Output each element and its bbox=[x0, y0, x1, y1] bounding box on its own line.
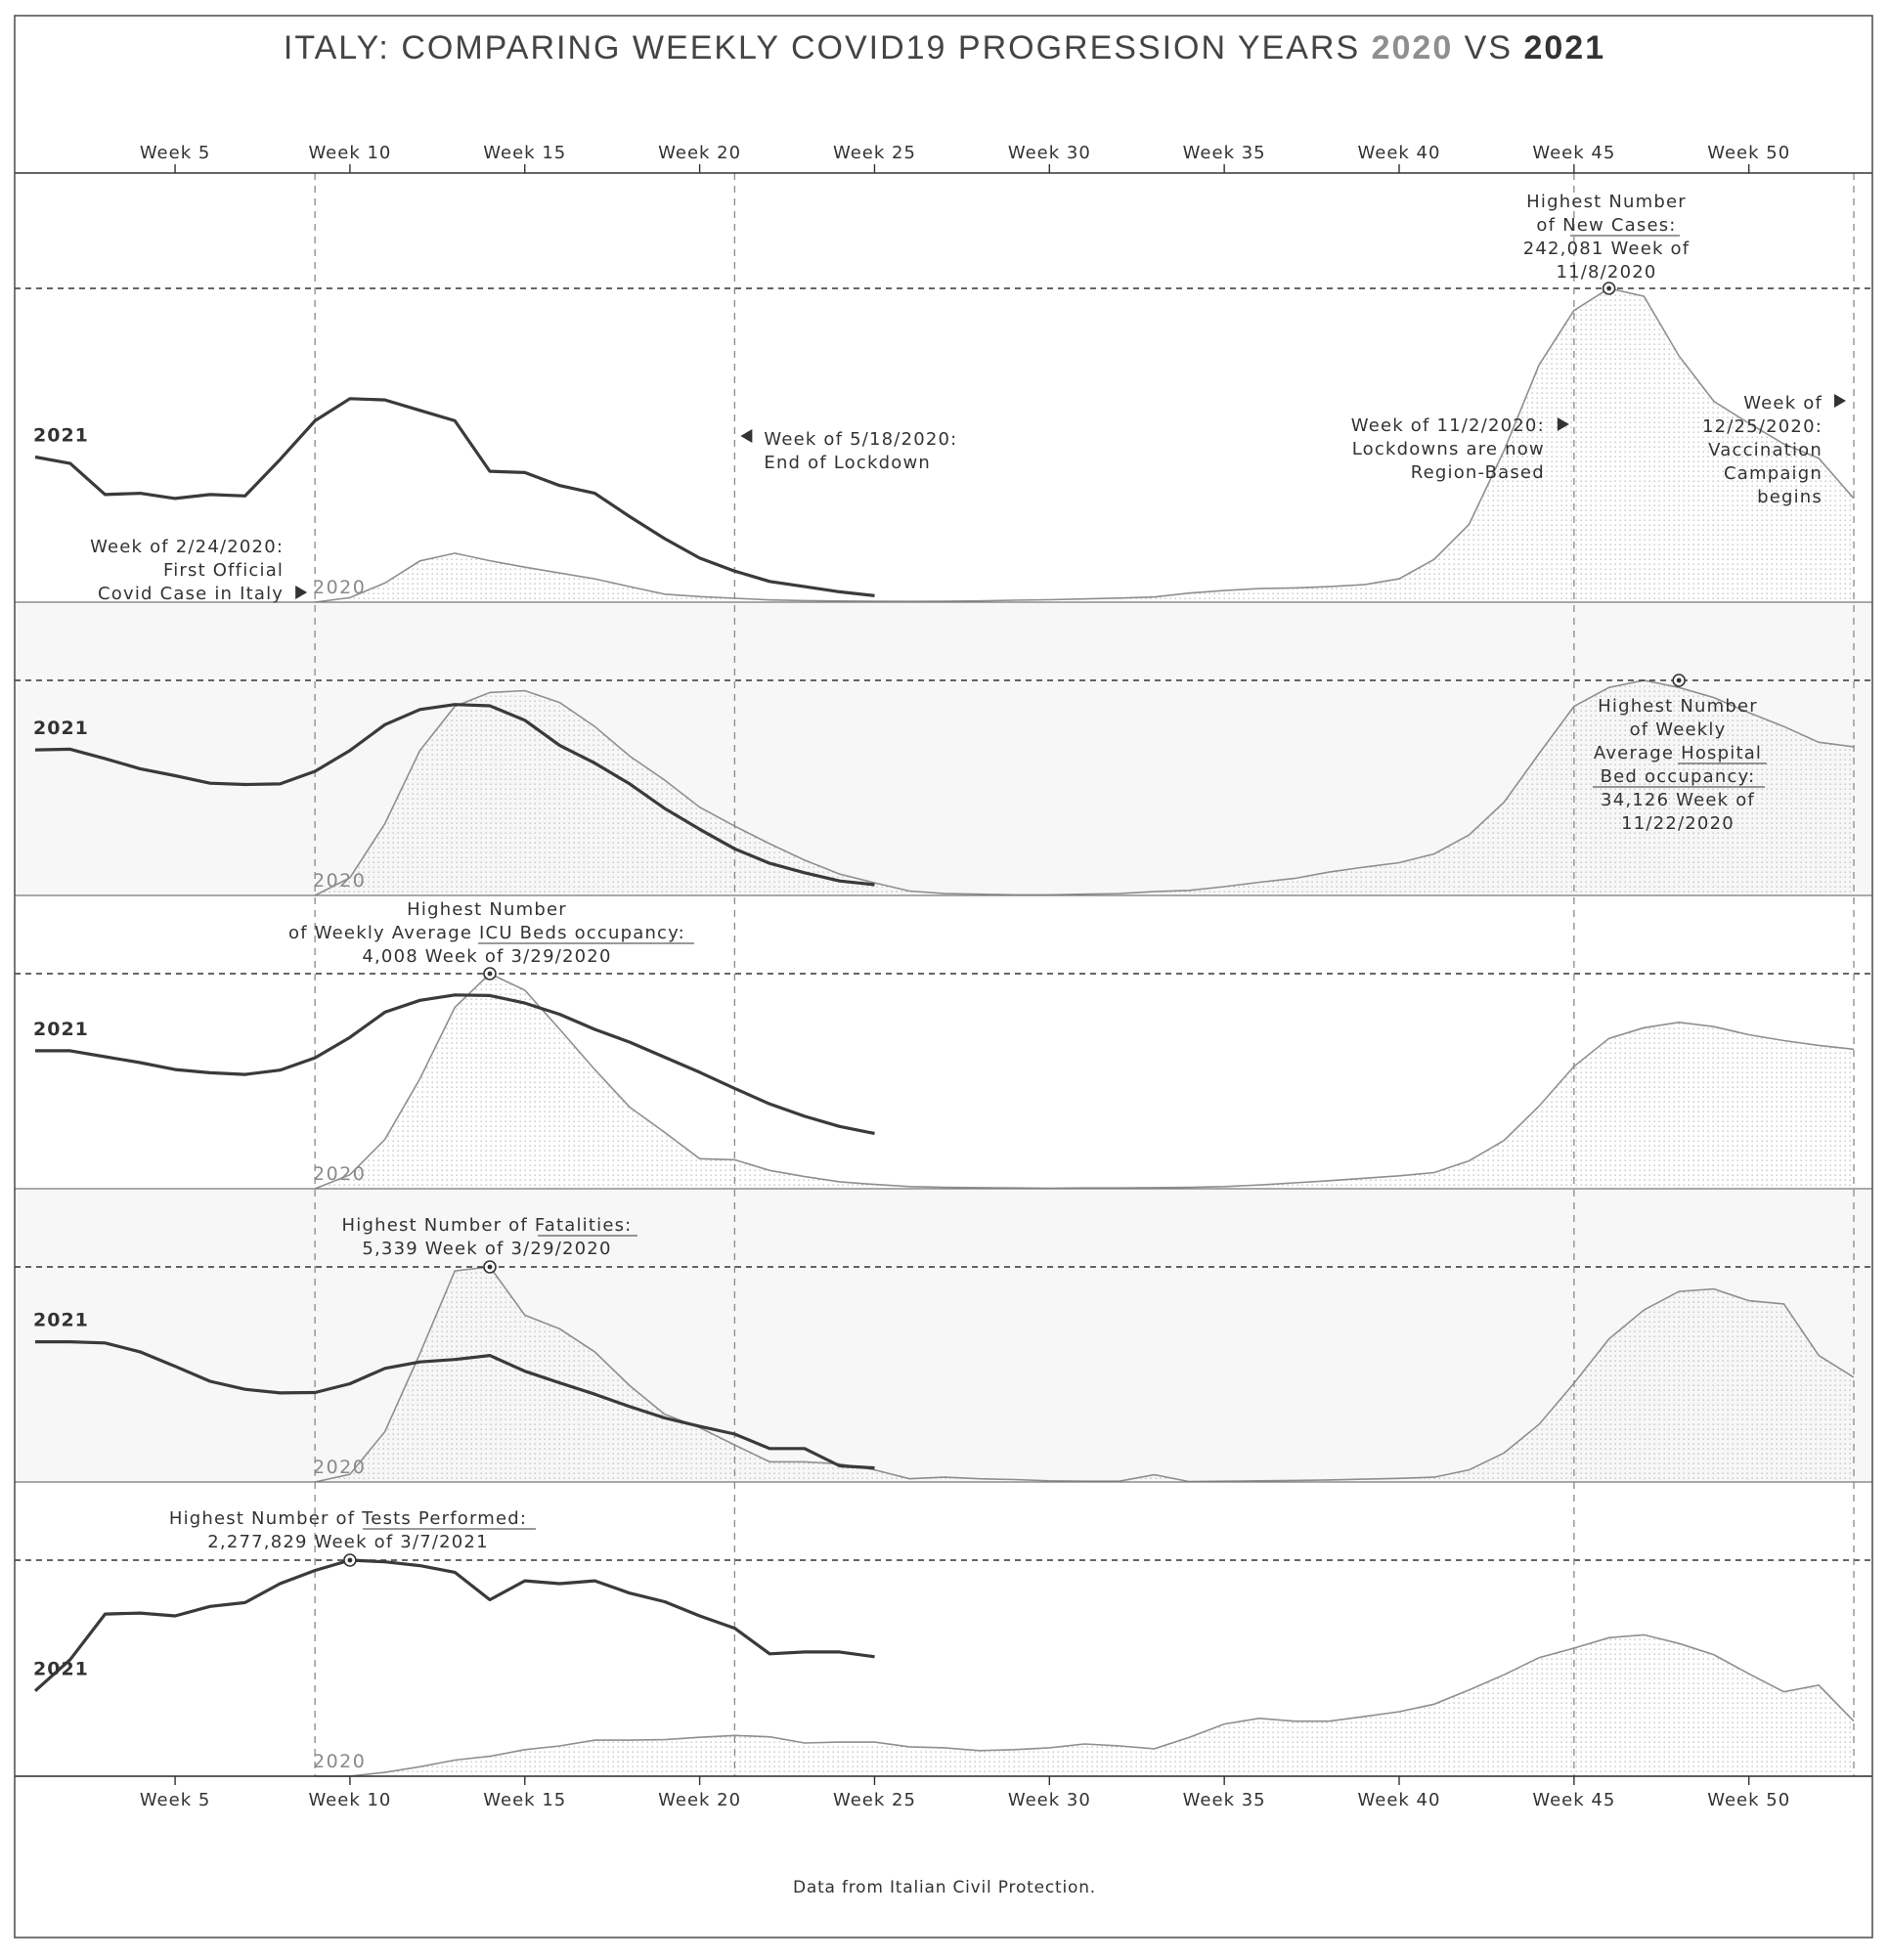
peak-marker-dot-fatalities bbox=[487, 1264, 493, 1270]
peak-note-icu-beds: Highest Number of Weekly Average ICU Beds… bbox=[288, 899, 685, 967]
peak-marker-dot-hospital-beds bbox=[1676, 677, 1682, 683]
line-2020-icu-beds bbox=[314, 973, 1855, 1190]
area-2020-icu-beds bbox=[315, 974, 1855, 1189]
line-2021-new-cases bbox=[34, 397, 875, 597]
line-2020-fatalities bbox=[315, 1266, 1855, 1483]
peak-note-tests: Highest Number of Tests Performed: 2,277,… bbox=[169, 1508, 527, 1552]
series-labels: 2021 2020 2021 2020 2021 2020 2021 2020 2021 2020 bbox=[33, 425, 366, 1773]
peak-note-hospital-beds: Highest Number of Weekly Average Hospital B… bbox=[1594, 696, 1762, 834]
title-middle: VS bbox=[1453, 29, 1523, 66]
areas-2020 bbox=[314, 287, 1855, 1777]
lines-2021 bbox=[33, 397, 875, 1692]
label-2020-new-cases: 2020 bbox=[313, 577, 366, 598]
peak-note-new-cases: Highest Number of New Cases: 242,081 Week … bbox=[1523, 192, 1691, 283]
line-2020-tests bbox=[315, 1633, 1855, 1777]
event-arrow-week-45 bbox=[1557, 417, 1569, 431]
tick-label-bottom-45: Week 45 bbox=[1532, 1790, 1615, 1810]
outer-frame bbox=[14, 15, 1873, 1938]
tick-label-bottom-20: Week 20 bbox=[658, 1790, 741, 1810]
tick-label-bottom-10: Week 10 bbox=[308, 1790, 391, 1810]
label-2021-icu-beds: 2021 bbox=[33, 1019, 89, 1040]
line-2021-hospital-beds bbox=[34, 703, 875, 887]
area-2020-hospital-beds bbox=[315, 680, 1855, 895]
tick-label-top-5: Week 5 bbox=[140, 143, 211, 163]
tick-label-top-15: Week 15 bbox=[483, 143, 566, 163]
label-2021-fatalities: 2021 bbox=[33, 1310, 89, 1331]
line-2021-icu-beds bbox=[35, 993, 875, 1136]
area-2020-new-cases bbox=[315, 288, 1855, 602]
tick-label-bottom-5: Week 5 bbox=[140, 1790, 211, 1810]
label-2021-hospital-beds: 2021 bbox=[33, 718, 89, 739]
line-2020-new-cases bbox=[315, 287, 1855, 603]
tick-label-top-25: Week 25 bbox=[833, 143, 916, 163]
tick-label-bottom-15: Week 15 bbox=[483, 1790, 566, 1810]
tick-label-bottom-30: Week 30 bbox=[1008, 1790, 1091, 1810]
event-note-week-53: Week of 12/25/2020: Vaccination Campaign beg… bbox=[1702, 393, 1823, 507]
line-2021-fatalities bbox=[35, 1340, 875, 1470]
tick-label-bottom-35: Week 35 bbox=[1183, 1790, 1266, 1810]
title-year-2020: 2020 bbox=[1372, 29, 1454, 66]
label-2020-tests: 2020 bbox=[313, 1751, 366, 1772]
peak-marker-dot-tests bbox=[347, 1557, 353, 1563]
peak-marker-dot-new-cases bbox=[1606, 285, 1612, 291]
area-2020-tests bbox=[315, 1634, 1855, 1776]
axes: Week 5 Week 5 Week 10 Week 10 Week 15 Week 15… bbox=[15, 143, 1872, 1810]
label-2021-new-cases: 2021 bbox=[33, 425, 89, 447]
chart-title: ITALY: COMPARING WEEKLY COVID19 PROGRESS… bbox=[284, 29, 1605, 66]
event-note-week-9: Week of 2/24/2020: First Official Covid Ca… bbox=[90, 537, 284, 604]
tick-label-top-40: Week 40 bbox=[1358, 143, 1441, 163]
label-2020-hospital-beds: 2020 bbox=[313, 870, 366, 892]
line-2020-hospital-beds bbox=[314, 679, 1855, 896]
annotations: Week of 2/24/2020: First Official Covid Ca… bbox=[90, 192, 1846, 1567]
tick-label-top-20: Week 20 bbox=[658, 143, 741, 163]
guide-lines bbox=[15, 173, 1872, 1777]
peak-marker-dot-icu-beds bbox=[487, 971, 493, 977]
label-2021-tests: 2021 bbox=[33, 1659, 89, 1680]
peak-note-fatalities: Highest Number of Fatalities: 5,339 Week … bbox=[342, 1215, 633, 1259]
label-2020-fatalities: 2020 bbox=[313, 1457, 366, 1478]
event-arrow-week-9 bbox=[295, 586, 308, 599]
tick-label-bottom-40: Week 40 bbox=[1358, 1790, 1441, 1810]
tick-label-top-50: Week 50 bbox=[1707, 143, 1790, 163]
event-note-week-21: Week of 5/18/2020: End of Lockdown bbox=[764, 429, 957, 473]
source-note: Data from Italian Civil Protection. bbox=[793, 1878, 1096, 1897]
event-note-week-45: Week of 11/2/2020: Lockdowns are now Regio… bbox=[1351, 415, 1545, 483]
title-year-2021: 2021 bbox=[1523, 29, 1605, 66]
tick-label-top-30: Week 30 bbox=[1008, 143, 1091, 163]
event-arrow-week-53 bbox=[1834, 394, 1846, 408]
tick-label-bottom-50: Week 50 bbox=[1707, 1790, 1790, 1810]
event-arrow-week-21 bbox=[740, 429, 753, 443]
line-2021-tests bbox=[33, 1558, 875, 1692]
title-prefix: ITALY: COMPARING WEEKLY COVID19 PROGRESS… bbox=[284, 29, 1372, 66]
tick-label-top-10: Week 10 bbox=[308, 143, 391, 163]
tick-label-top-45: Week 45 bbox=[1532, 143, 1615, 163]
tick-label-top-35: Week 35 bbox=[1183, 143, 1266, 163]
label-2020-icu-beds: 2020 bbox=[313, 1163, 366, 1185]
tick-label-bottom-25: Week 25 bbox=[833, 1790, 916, 1810]
